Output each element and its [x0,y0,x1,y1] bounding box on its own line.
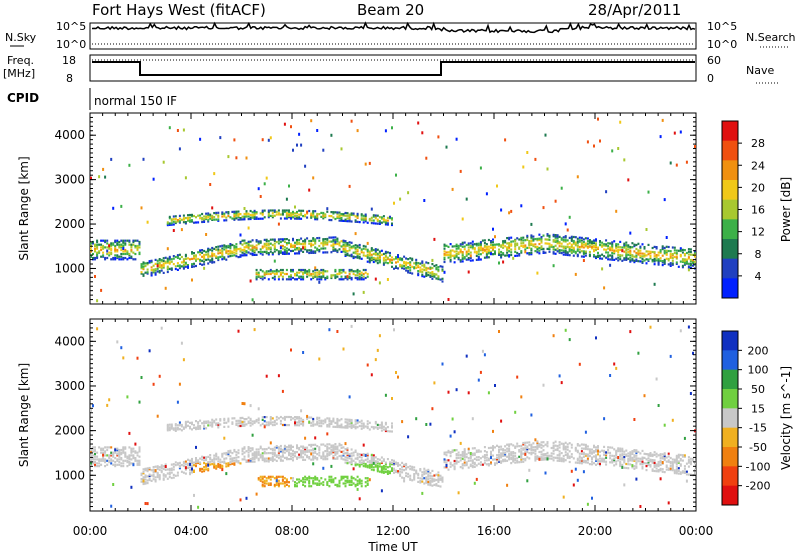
freq-panel-frame [89,54,697,82]
colorbar-swatch [722,258,738,279]
nave-label: Nave [746,64,774,77]
x-axis-label: Time UT [367,540,418,554]
cpid-label: CPID [7,91,39,105]
y-axis-label: Slant Range [km] [17,363,31,467]
panel-frame [89,318,697,512]
colorbar-label: Velocity [m s^-1] [779,366,793,470]
colorbar-swatch [722,350,738,371]
power-colorbar: 28 24 20 16 12 8 4 Power [dB] [721,120,793,299]
colorbar-tick-label: 16 [751,204,765,217]
colorbar-label: Power [dB] [779,177,793,242]
colorbar-swatch [722,219,738,240]
freq-label: Freq. [7,54,34,67]
colorbar-tick-label: -50 [749,441,767,454]
x-tick-label: 00:00 [73,524,108,538]
colorbar-swatch [722,389,738,409]
echo-cells [90,324,696,509]
cpid-value: normal 150 IF [94,94,177,108]
colorbar-tick-label: -200 [746,480,771,493]
y-tick-label: 3000 [54,173,85,187]
x-tick-label: 16:00 [477,524,512,538]
plot-title: Fort Hays West (fitACF) [92,1,266,19]
x-tick-label: 04:00 [174,524,209,538]
nave-tick-top: 60 [707,54,721,67]
y-tick-label: 4000 [54,334,85,348]
nsky-label: N.Sky [5,31,37,44]
colorbar-swatch [722,369,738,390]
nsky-trace [91,21,696,34]
colorbar-tick-label: 100 [748,364,769,377]
colorbar-tick-label: 15 [751,402,765,415]
colorbar-tick-label: 20 [751,181,765,194]
x-tick-label: 00:00 [679,524,714,538]
beam-label: Beam 20 [357,1,424,19]
nsky-tick-top: 10^5 [56,20,86,33]
y-tick-label: 2000 [54,424,85,438]
x-tick-label: 12:00 [376,524,411,538]
panel-frame [89,112,697,305]
y-tick-label: 1000 [54,468,85,482]
colorbar-swatch [722,160,738,181]
colorbar-swatch [722,408,738,429]
colorbar-tick-label: 200 [748,344,769,357]
x-tick-label: 08:00 [275,524,310,538]
colorbar-tick-label: 28 [751,137,765,150]
y-tick-label: 2000 [54,217,85,231]
y-tick-label: 3000 [54,379,85,393]
freq-trace [92,61,695,76]
nsky-tick-bottom: 10^0 [56,38,86,51]
y-tick-label: 4000 [54,128,85,142]
y-tick-label: 1000 [54,261,85,275]
colorbar-tick-label: -15 [749,422,767,435]
nsearch-tick-top: 10^5 [707,20,737,33]
velocity-panel: 1000 2000 3000 4000 Slant Range [km] [17,318,697,512]
echo-cells [90,117,696,303]
colorbar-swatch [722,278,738,299]
colorbar-swatch [722,447,738,467]
power-panel: 1000 2000 3000 4000 Slant Range [km] [17,112,697,305]
colorbar-tick-label: 24 [751,159,765,172]
colorbar-swatch [722,180,738,201]
colorbar-swatch [722,121,738,142]
x-tick-label: 20:00 [578,524,613,538]
colorbar-swatch [722,466,738,487]
colorbar-tick-label: 8 [755,248,762,261]
velocity-colorbar: 200 100 50 15 -15 -50 -100 -200 Velocity [m s^-1… [721,330,793,506]
colorbar-swatch [722,239,738,260]
nave-tick-bottom: 0 [707,72,714,85]
colorbar-swatch [722,199,738,220]
nsearch-label: N.Search [746,31,796,44]
freq-tick-bottom: 8 [66,72,73,85]
colorbar-tick-label: 4 [755,270,762,283]
colorbar-swatch [722,140,738,161]
date-label: 28/Apr/2011 [588,1,681,19]
colorbar-tick-label: 50 [751,383,765,396]
x-axis: 00:00 04:00 08:00 12:00 16:00 20:00 00:00 [73,524,714,538]
y-axis-label: Slant Range [km] [17,156,31,260]
nsearch-tick-bottom: 10^0 [707,38,737,51]
noise-panel-frame [89,22,697,50]
colorbar-swatch [722,427,738,448]
colorbar-tick-label: 12 [751,226,765,239]
freq-unit: [MHz] [3,67,35,80]
freq-tick-top: 18 [62,54,76,67]
colorbar-tick-label: -100 [746,460,771,473]
colorbar-swatch [722,485,738,506]
colorbar-swatch [722,331,738,351]
